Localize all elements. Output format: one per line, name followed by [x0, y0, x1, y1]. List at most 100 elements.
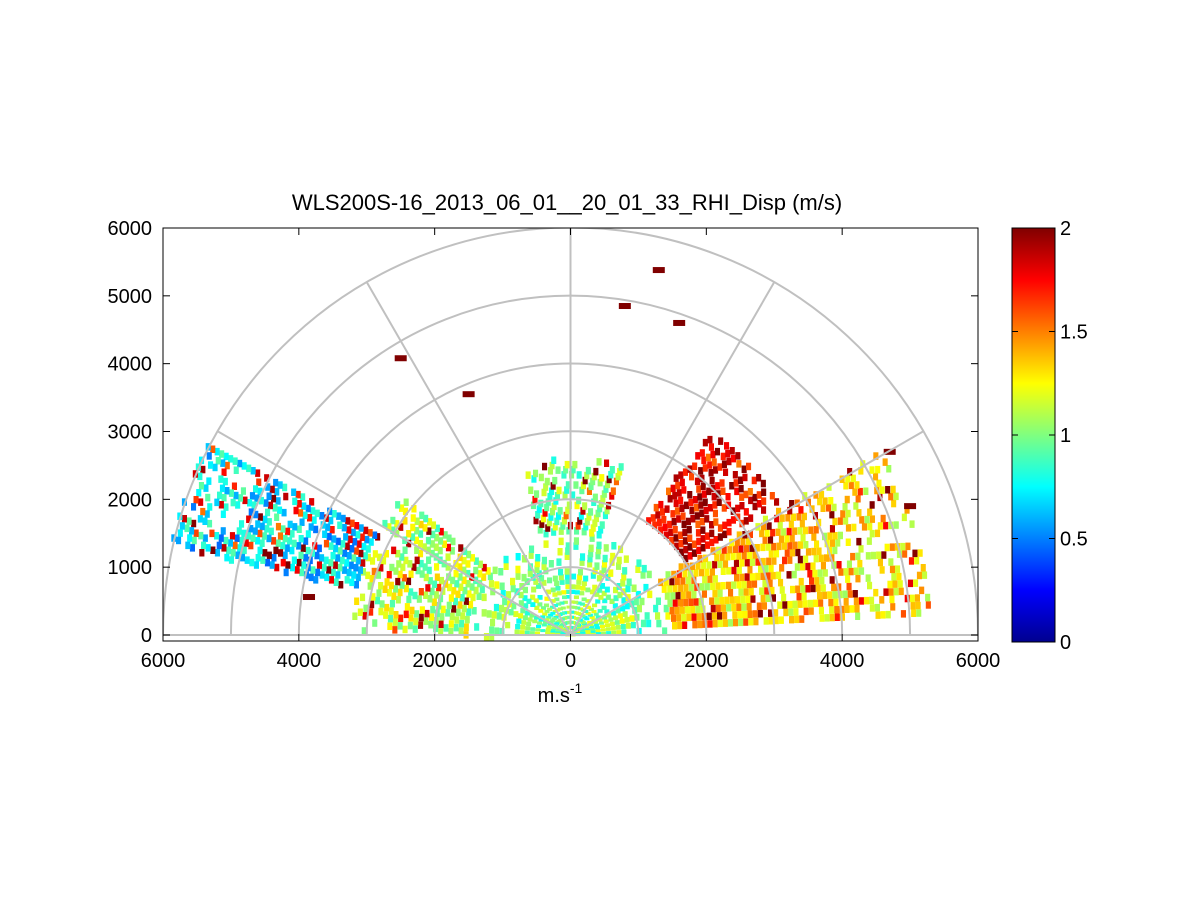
data-cell: [644, 612, 650, 620]
data-cell: [768, 550, 774, 558]
data-cell: [536, 505, 542, 513]
data-cell: [840, 510, 846, 518]
data-cell: [541, 488, 547, 497]
data-cell: [262, 515, 268, 524]
data-cell: [669, 577, 675, 586]
data-cell: [560, 606, 566, 610]
data-cell: [589, 625, 595, 629]
data-cell: [616, 630, 622, 635]
data-cell: [755, 558, 761, 566]
data-cell: [774, 498, 780, 506]
data-cell: [249, 558, 255, 567]
data-cell: [289, 546, 295, 555]
data-cell: [667, 520, 673, 529]
colorbar-tick-label: 2: [1060, 218, 1071, 240]
data-cell: [859, 516, 865, 524]
data-cell: [534, 565, 540, 573]
polar-grid: [163, 228, 978, 636]
data-cell: [606, 613, 612, 618]
data-cell: [688, 498, 694, 507]
data-cell: [726, 527, 732, 536]
data-cell: [229, 532, 235, 540]
data-cell: [798, 577, 804, 586]
data-cell: [550, 599, 556, 603]
data-cell: [448, 620, 454, 628]
data-cell: [602, 511, 608, 520]
data-cell: [739, 502, 745, 510]
data-cell: [676, 489, 682, 497]
data-cell: [558, 574, 564, 581]
data-cell: [309, 498, 315, 506]
data-cell: [700, 535, 706, 543]
data-cell: [488, 580, 494, 588]
data-cell: [594, 592, 600, 597]
data-cell: [746, 603, 752, 611]
data-cell: [867, 522, 873, 531]
data-cell: [384, 578, 390, 586]
data-cell: [739, 559, 745, 567]
data-cell: [609, 466, 615, 474]
x-tick-label: 4000: [277, 650, 322, 672]
data-cell: [584, 471, 590, 480]
data-cell: [750, 595, 756, 603]
data-cell: [741, 603, 747, 611]
data-cell: [701, 490, 707, 498]
data-cell: [743, 588, 749, 596]
x-axis-label-base: m.s: [538, 685, 570, 707]
data-cell: [249, 492, 255, 500]
data-cell: [712, 589, 718, 598]
data-cell: [669, 537, 675, 545]
data-cell: [524, 630, 530, 635]
data-cell: [822, 497, 828, 505]
data-cell: [233, 466, 239, 474]
data-cell: [428, 621, 434, 629]
data-cell: [850, 552, 856, 561]
data-cell: [330, 551, 336, 560]
data-cell: [223, 503, 229, 511]
data-cell: [365, 545, 371, 553]
data-cell: [829, 539, 835, 547]
data-cell: [807, 570, 813, 578]
data-cell: [540, 615, 546, 619]
data-cell: [678, 563, 684, 571]
outlier-cell: [904, 503, 917, 510]
data-cell: [465, 560, 471, 568]
data-cell: [551, 456, 557, 464]
data-cell: [256, 478, 262, 486]
data-cell: [756, 491, 762, 499]
data-cell: [289, 530, 295, 538]
data-cell: [843, 568, 849, 576]
data-cell: [246, 515, 252, 523]
data-cell: [554, 597, 560, 602]
data-cell: [900, 610, 906, 618]
data-cell: [543, 603, 549, 608]
data-cell: [739, 573, 745, 582]
data-cell: [591, 618, 597, 622]
data-cell: [646, 570, 652, 579]
data-cell: [617, 591, 623, 599]
data-cell: [595, 509, 601, 518]
data-cell: [572, 460, 578, 469]
colorbar-ticks: 00.511.52: [1012, 218, 1088, 654]
data-cell: [490, 618, 496, 627]
data-cell: [445, 543, 451, 552]
data-cell: [728, 589, 734, 597]
data-cell: [291, 539, 297, 548]
data-cell: [819, 576, 825, 585]
data-cell: [735, 504, 741, 513]
data-cell: [587, 554, 593, 563]
data-cell: [333, 578, 339, 586]
data-cell: [521, 620, 527, 625]
data-cell: [278, 549, 284, 557]
data-cell: [212, 463, 218, 472]
data-cell: [729, 596, 735, 604]
data-cell: [254, 494, 260, 502]
data-cell: [348, 561, 354, 570]
data-cell: [453, 569, 459, 578]
data-cell: [879, 486, 885, 494]
data-cell: [598, 595, 604, 600]
data-cell: [221, 544, 227, 552]
data-cell: [466, 590, 472, 598]
data-cell: [268, 527, 274, 536]
data-cell: [429, 587, 435, 596]
